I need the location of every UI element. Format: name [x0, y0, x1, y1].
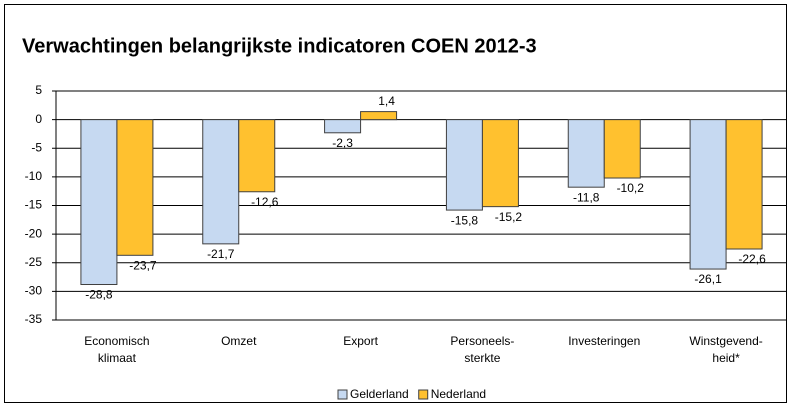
y-tick-label: -20: [25, 226, 43, 240]
data-label: -23,7: [129, 258, 157, 272]
legend-label: Gelderland: [350, 387, 409, 401]
data-label: -11,8: [573, 190, 600, 204]
x-tick-label: Export: [343, 334, 378, 348]
bar: [725, 119, 763, 250]
bar: [80, 119, 118, 286]
bar: [116, 119, 154, 256]
x-tick-label-line: heid*: [712, 351, 740, 365]
data-label: -28,8: [85, 288, 113, 302]
bar: [324, 119, 362, 134]
data-label: -10,2: [617, 181, 645, 195]
chart-title: Verwachtingen belangrijkste indicatoren …: [22, 35, 537, 57]
x-tick-label-line: Investeringen: [568, 334, 640, 348]
x-tick-label-line: Winstgevend-: [689, 334, 762, 348]
data-label: -26,1: [694, 272, 722, 286]
bar: [481, 119, 519, 208]
x-tick-label-line: Export: [343, 334, 378, 348]
x-tick-label-line: Personeels-: [450, 334, 514, 348]
y-tick-label: -30: [25, 284, 43, 298]
data-label: -22,6: [738, 252, 766, 266]
y-tick-label: -15: [25, 198, 43, 212]
data-label: -15,8: [451, 213, 479, 227]
bar: [360, 111, 398, 121]
x-tick-label: Investeringen: [568, 334, 640, 348]
legend-swatch: [418, 389, 429, 400]
data-label: -15,2: [495, 210, 523, 224]
data-label: -21,7: [207, 247, 235, 261]
x-tick-label-line: klimaat: [98, 351, 137, 365]
x-tick-label-line: Omzet: [221, 334, 257, 348]
bar: [689, 119, 727, 270]
y-tick-label: -25: [25, 255, 43, 269]
bar: [603, 119, 641, 179]
y-tick-label: 0: [35, 112, 42, 126]
bar: [202, 119, 240, 245]
legend-label: Nederland: [431, 387, 486, 401]
y-tick-label: 5: [35, 83, 42, 97]
y-tick-label: -5: [31, 140, 42, 154]
legend-swatch: [337, 389, 348, 400]
bar: [445, 119, 483, 211]
data-label: -12,6: [251, 195, 279, 209]
x-tick-label: Omzet: [221, 334, 257, 348]
x-tick-label: Winstgevend-heid*: [689, 334, 762, 365]
data-label: 1,4: [378, 94, 395, 108]
data-label: -2,3: [332, 136, 353, 150]
y-tick-label: -10: [25, 169, 43, 183]
bar: [238, 119, 276, 193]
y-tick-label: -35: [25, 312, 43, 326]
x-tick-label: Personeels-sterkte: [450, 334, 514, 365]
x-tick-label-line: sterkte: [464, 351, 500, 365]
x-tick-label: Economisch klimaat: [84, 334, 149, 365]
bar: [567, 119, 605, 188]
x-tick-label-line: Economisch: [84, 334, 149, 348]
